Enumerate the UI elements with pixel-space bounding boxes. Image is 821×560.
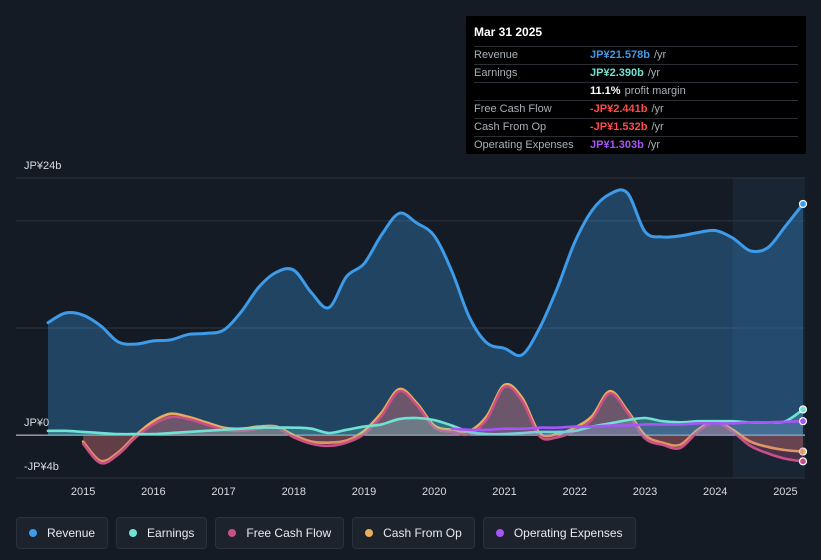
operating-expenses-area — [451, 421, 803, 436]
tooltip-row-unit: /yr — [651, 103, 664, 115]
tooltip-row: Free Cash Flow -JP¥2.441b/yr — [474, 101, 798, 119]
tooltip-row-label: Cash From Op — [474, 121, 547, 133]
tooltip-row-value: JP¥2.390b — [590, 67, 644, 79]
x-axis-label: 2023 — [633, 486, 657, 498]
tooltip-row-label: Revenue — [474, 49, 519, 61]
tooltip-date: Mar 31 2025 — [474, 24, 798, 47]
legend-dot-icon — [365, 529, 374, 537]
tooltip-row-unit: /yr — [647, 139, 661, 151]
tooltip-row-label: Operating Expenses — [474, 139, 574, 151]
legend-label: Revenue — [47, 526, 96, 540]
tooltip-row-value: -JP¥2.441b — [590, 103, 648, 115]
earnings-endpoint — [798, 405, 808, 414]
revenue-line — [46, 188, 805, 358]
legend-dot-icon — [228, 529, 237, 537]
x-axis-label: 2016 — [141, 486, 165, 498]
operating-expenses-line — [450, 419, 805, 432]
cash-from-op-line — [81, 382, 805, 463]
legend: Revenue Earnings Free Cash Flow Cash From O… — [16, 517, 636, 549]
legend-label: Free Cash Flow — [246, 526, 332, 540]
tooltip-rows: Revenue JP¥21.578b/yr Earnings JP¥2.390b/yr… — [474, 47, 798, 154]
free-cash-flow-endpoint — [798, 457, 808, 466]
legend-label: Cash From Op — [383, 526, 462, 540]
tooltip-panel: Mar 31 2025 Revenue JP¥21.578b/yr Earnings… — [466, 16, 806, 154]
x-axis-label: 2020 — [422, 486, 446, 498]
tooltip-row: 11.1% profit margin — [474, 83, 798, 101]
operating-expenses-endpoint — [798, 417, 808, 426]
tooltip-row-label: Free Cash Flow — [474, 103, 552, 115]
tooltip-row-value: 11.1% — [590, 85, 621, 97]
x-axis-label: 2017 — [211, 486, 235, 498]
x-axis-label: 2025 — [773, 486, 797, 498]
revenue-area — [48, 189, 803, 436]
legend-item-earnings[interactable]: Earnings — [116, 517, 208, 549]
tooltip-row-unit: profit margin — [624, 85, 686, 97]
y-axis-label: JP¥24b — [24, 160, 61, 172]
tooltip-row-unit: /yr — [647, 67, 661, 79]
legend-dot-icon — [29, 529, 37, 537]
cash-from-op-endpoint — [798, 447, 808, 456]
earnings-line — [46, 408, 805, 436]
tooltip-row-label: Earnings — [474, 67, 518, 79]
y-axis-label: JP¥0 — [24, 417, 49, 429]
tooltip-row: Earnings JP¥2.390b/yr — [474, 65, 798, 83]
earnings-area — [48, 409, 803, 436]
revenue-endpoint — [798, 199, 808, 209]
x-axis-label: 2019 — [352, 486, 376, 498]
x-axis-label: 2018 — [282, 486, 306, 498]
chart-area: JP¥24b JP¥0 -JP¥4b 2015 2016 2017 2018 2019 2020… — [16, 160, 808, 498]
legend-label: Operating Expenses — [513, 526, 623, 540]
tooltip-row-value: -JP¥1.532b — [590, 121, 648, 133]
tooltip-row: Revenue JP¥21.578b/yr — [474, 47, 798, 65]
legend-label: Earnings — [147, 526, 195, 540]
legend-item-cash-from-op[interactable]: Cash From Op — [352, 517, 475, 549]
legend-dot-icon — [129, 529, 138, 537]
x-axis-label: 2024 — [703, 486, 727, 498]
tooltip-row-unit: /yr — [653, 49, 667, 61]
legend-item-free-cash-flow[interactable]: Free Cash Flow — [215, 517, 345, 549]
free-cash-flow-line — [81, 385, 805, 465]
legend-item-revenue[interactable]: Revenue — [16, 517, 109, 549]
tooltip-row-unit: /yr — [651, 121, 664, 133]
tooltip-row: Operating Expenses JP¥1.303b/yr — [474, 137, 798, 154]
tooltip-row-value: JP¥21.578b — [590, 49, 650, 61]
legend-item-operating-expenses[interactable]: Operating Expenses — [482, 517, 636, 549]
tooltip-row: Cash From Op -JP¥1.532b/yr — [474, 119, 798, 137]
y-axis-label: -JP¥4b — [24, 461, 59, 473]
x-axis-label: 2022 — [563, 486, 587, 498]
x-axis-label: 2015 — [71, 486, 95, 498]
legend-dot-icon — [495, 529, 504, 537]
x-axis-label: 2021 — [492, 486, 516, 498]
tooltip-row-value: JP¥1.303b — [590, 139, 644, 151]
